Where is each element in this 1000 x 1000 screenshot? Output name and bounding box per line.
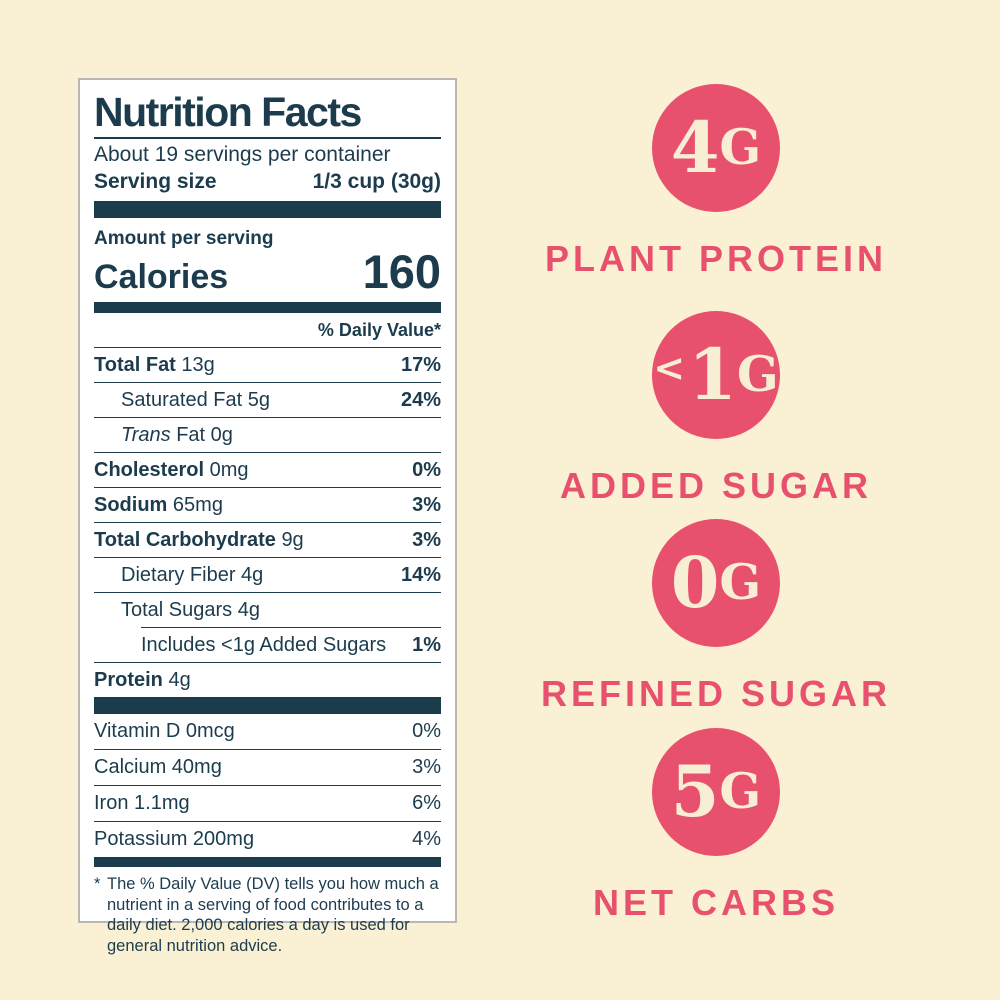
medium-divider-bar bbox=[94, 301, 441, 313]
nutrient-row: Total Carbohydrate 9g 3% bbox=[94, 521, 441, 557]
nutrient-row: Sodium 65mg 3% bbox=[94, 486, 441, 522]
amount-per-serving-label: Amount per serving bbox=[94, 228, 274, 250]
vitamin-name: Calcium 40mg bbox=[94, 755, 222, 778]
daily-value-percent: 3% bbox=[412, 493, 441, 516]
badge-net-carbs: 5 G NET CARBS bbox=[500, 728, 932, 924]
vitamin-rows: Vitamin D 0mcg 0% Calcium 40mg 3% Iron 1.1mg… bbox=[94, 714, 441, 857]
vitamin-row: Calcium 40mg 3% bbox=[94, 748, 441, 785]
badge-value: 4 bbox=[670, 106, 720, 189]
nutrient-name: Protein 4g bbox=[94, 668, 191, 691]
badge-added-sugar: < 1 G ADDED SUGAR bbox=[500, 311, 932, 507]
daily-value-percent: 6% bbox=[412, 791, 441, 814]
badge-circle: < 1 G bbox=[652, 311, 780, 439]
calories-label: Calories bbox=[94, 258, 229, 297]
vitamin-row: Potassium 200mg 4% bbox=[94, 820, 441, 857]
nutrient-name: Total Sugars 4g bbox=[121, 598, 260, 621]
badge-value: 1 bbox=[688, 333, 737, 416]
daily-value-percent: 3% bbox=[412, 755, 441, 778]
serving-size-value: 1/3 cup (30g) bbox=[312, 170, 441, 194]
footnote-asterisk: * bbox=[94, 874, 101, 893]
daily-value-percent: 3% bbox=[412, 528, 441, 551]
daily-value-header: % Daily Value* bbox=[317, 319, 441, 340]
badge-circle: 4 G bbox=[652, 84, 780, 212]
badge-plant-protein: 4 G PLANT PROTEIN bbox=[500, 84, 932, 280]
servings-per-container: About 19 servings per container bbox=[94, 143, 391, 167]
medium-divider-bar bbox=[94, 856, 441, 867]
nutrient-name: Saturated Fat 5g bbox=[121, 388, 270, 411]
serving-size-row: Serving size 1/3 cup (30g) bbox=[94, 167, 441, 201]
vitamin-row: Iron 1.1mg 6% bbox=[94, 784, 441, 821]
nutrient-row: Total Fat 13g 17% bbox=[94, 346, 441, 382]
nutrient-row: Includes <1g Added Sugars 1% bbox=[141, 626, 441, 662]
badge-label: PLANT PROTEIN bbox=[544, 238, 887, 279]
daily-value-percent: 17% bbox=[400, 353, 441, 376]
less-than-sign: < bbox=[653, 345, 686, 390]
nutrient-name: Dietary Fiber 4g bbox=[121, 563, 264, 586]
nutrient-row: Protein 4g bbox=[94, 661, 441, 697]
badge-circle: 5 G bbox=[652, 728, 780, 856]
badge-label: REFINED SUGAR bbox=[540, 673, 892, 714]
serving-size-label: Serving size bbox=[94, 170, 217, 194]
nutrient-row: Cholesterol 0mg 0% bbox=[94, 451, 441, 487]
daily-value-percent: 14% bbox=[400, 563, 441, 586]
divider bbox=[94, 137, 441, 140]
footnote: * The % Daily Value (DV) tells you how m… bbox=[94, 867, 441, 957]
badge-value: 0 bbox=[670, 541, 720, 624]
nutrient-row: Trans Fat 0g bbox=[94, 416, 441, 452]
daily-value-percent: 1% bbox=[412, 633, 441, 656]
badge-label: NET CARBS bbox=[592, 882, 839, 923]
nutrient-row: Saturated Fat 5g 24% bbox=[94, 381, 441, 417]
nutrition-facts-panel: Nutrition Facts About 19 servings per co… bbox=[78, 78, 457, 955]
badge-unit: G bbox=[719, 761, 762, 820]
footnote-text: The % Daily Value (DV) tells you how muc… bbox=[107, 874, 439, 955]
nutrient-name: Sodium 65mg bbox=[94, 493, 223, 516]
nutrient-name: Total Fat 13g bbox=[94, 353, 215, 376]
vitamin-row: Vitamin D 0mcg 0% bbox=[94, 714, 441, 749]
badge-refined-sugar: 0 G REFINED SUGAR bbox=[500, 519, 932, 715]
thick-divider-bar bbox=[94, 201, 441, 219]
badge-unit: G bbox=[719, 552, 762, 611]
vitamin-name: Vitamin D 0mcg bbox=[94, 719, 235, 742]
nutrient-row: Dietary Fiber 4g 14% bbox=[94, 556, 441, 592]
daily-value-percent: 0% bbox=[412, 458, 441, 481]
badge-circle: 0 G bbox=[652, 519, 780, 647]
vitamin-name: Iron 1.1mg bbox=[94, 791, 190, 814]
calories-row: Calories 160 bbox=[94, 245, 441, 299]
nutrient-row: Total Sugars 4g bbox=[94, 591, 441, 627]
calories-value: 160 bbox=[362, 245, 441, 299]
nutrient-name: Trans Fat 0g bbox=[121, 423, 233, 446]
daily-value-percent: 4% bbox=[412, 827, 441, 850]
thick-divider-bar bbox=[94, 696, 441, 714]
badge-value: 5 bbox=[670, 750, 720, 833]
badge-unit: G bbox=[719, 117, 762, 176]
nutrient-name: Cholesterol 0mg bbox=[94, 458, 249, 481]
badge-label: ADDED SUGAR bbox=[559, 465, 872, 506]
daily-value-percent: 0% bbox=[412, 719, 441, 742]
daily-value-percent: 24% bbox=[400, 388, 441, 411]
vitamin-name: Potassium 200mg bbox=[94, 827, 255, 850]
nutrient-name: Total Carbohydrate 9g bbox=[94, 528, 304, 551]
badge-unit: G bbox=[736, 344, 779, 403]
nutrition-facts-title: Nutrition Facts bbox=[94, 89, 362, 135]
nutrient-name: Includes <1g Added Sugars bbox=[141, 633, 387, 656]
nutrient-rows: Total Fat 13g 17% Saturated Fat 5g 24% Trans… bbox=[94, 346, 441, 697]
